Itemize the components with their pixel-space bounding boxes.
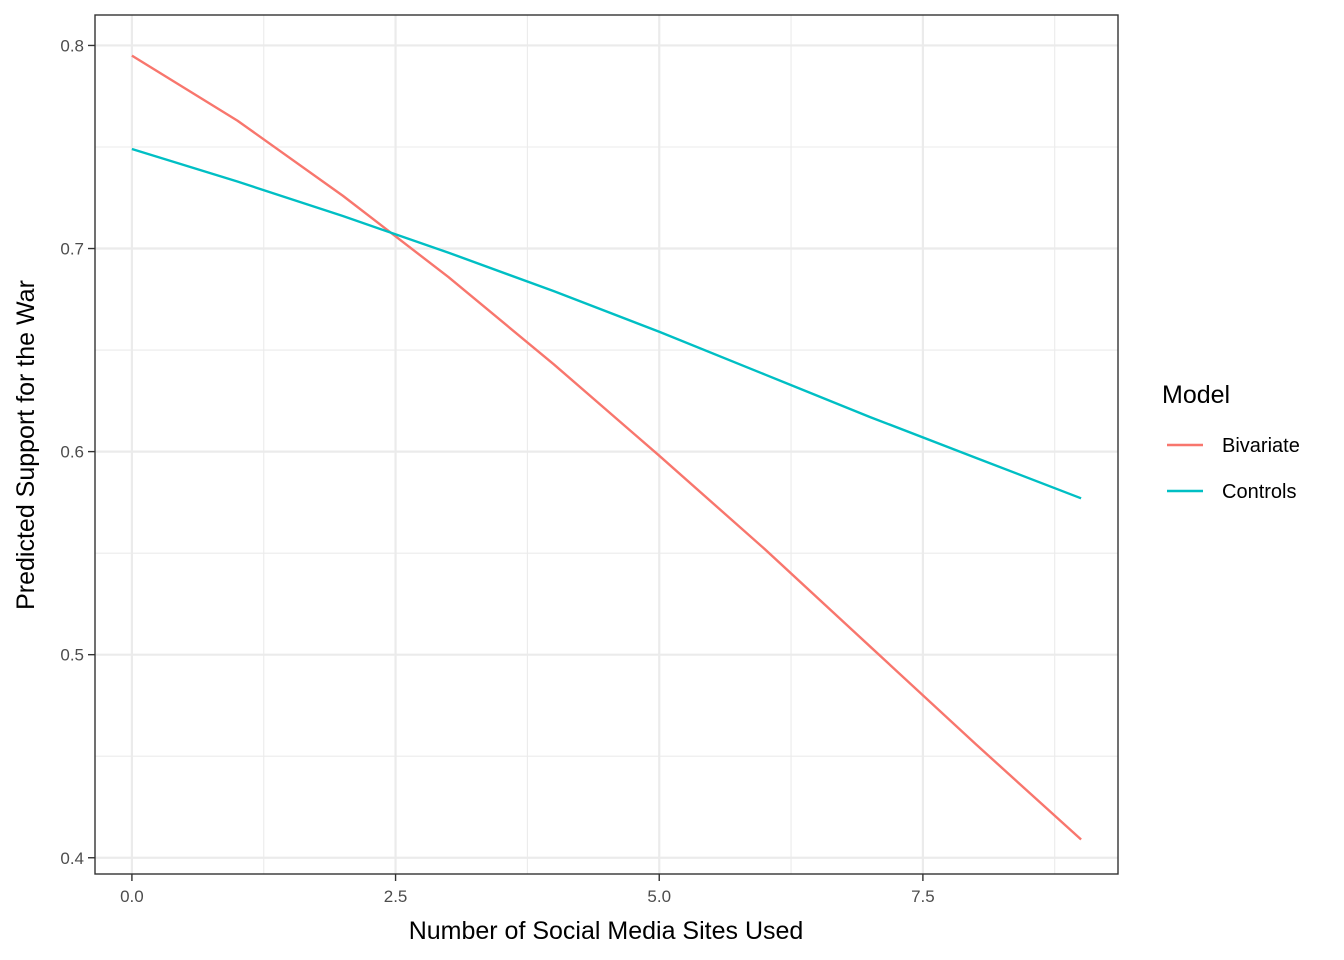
legend: Model Bivariate Controls [1162,381,1300,503]
x-tick-label: 0.0 [120,887,144,906]
series-line-bivariate [131,54,1082,841]
legend-items: Bivariate Controls [1167,435,1300,503]
legend-label-bivariate: Bivariate [1222,435,1300,457]
plot-panel-border [94,14,1119,875]
y-tick-label: 0.8 [60,36,84,55]
y-tick-label: 0.4 [60,849,84,868]
x-axis-title: Number of Social Media Sites Used [409,917,804,945]
series-line-controls [131,147,1082,500]
y-tick-label: 0.7 [60,240,84,259]
series-lines [131,54,1082,841]
legend-title: Model [1162,381,1230,409]
x-axis-ticks: 0.0 2.5 5.0 7.5 [120,874,935,906]
y-tick-label: 0.5 [60,646,84,665]
minor-gridlines [95,15,1118,874]
major-gridlines [95,15,1118,874]
y-axis-title: Predicted Support for the War [12,280,40,610]
y-tick-label: 0.6 [60,443,84,462]
legend-label-controls: Controls [1222,481,1296,503]
x-tick-label: 7.5 [911,887,935,906]
x-tick-label: 5.0 [647,887,671,906]
plot-panel-background [95,15,1118,874]
x-tick-label: 2.5 [384,887,408,906]
y-axis-ticks: 0.4 0.5 0.6 0.7 0.8 [60,36,95,868]
